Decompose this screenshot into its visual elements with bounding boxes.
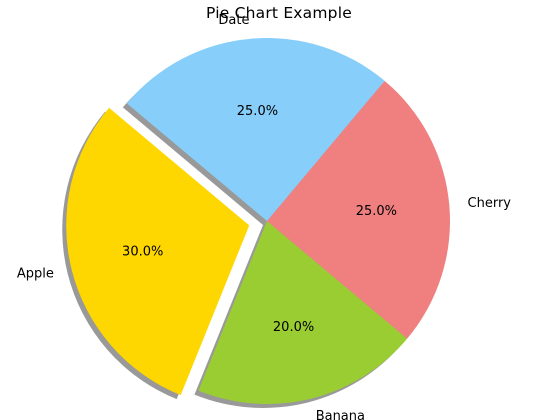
pie-percent-label-banana: 20.0% [273,320,314,335]
pie-percent-label-apple: 30.0% [122,244,163,259]
pie-slice-cherry [267,80,450,339]
pie-category-label-date: Date [218,13,249,28]
pie-percent-label-date: 25.0% [237,104,278,119]
pie-percent-label-cherry: 25.0% [356,204,397,219]
slice-layer [66,37,450,404]
pie-slice-date [126,37,385,221]
label-layer: 30.0% Apple 20.0% Banana 25.0% Cherry 25.0% Dat… [17,13,511,420]
pie-category-label-cherry: Cherry [468,196,512,211]
chart-title: Pie Chart Example [206,4,352,22]
pie-category-label-banana: Banana [316,409,365,420]
pie-slice-apple [66,107,250,396]
pie-slice-banana [198,221,408,404]
pie-category-label-apple: Apple [17,267,54,282]
